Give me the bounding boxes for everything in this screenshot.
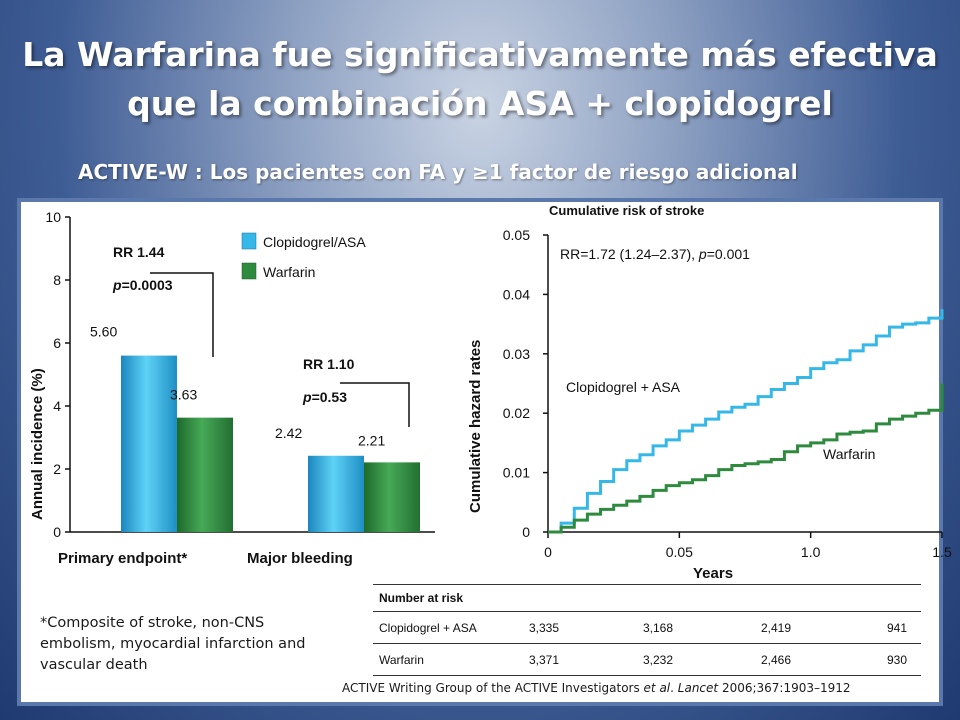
bar-y-tick-label: 4 xyxy=(53,398,61,414)
rr-annotation-primary: RR 1.44 xyxy=(113,244,165,260)
line-series xyxy=(548,309,944,534)
table-cell: 3,371 xyxy=(529,652,560,667)
legend-label-clopidogrel: Clopidogrel/ASA xyxy=(263,234,366,250)
rr-text: RR=1.72 (1.24–2.37), xyxy=(560,246,699,262)
bar-y-axis-label: Annual incidence (%) xyxy=(29,368,46,520)
table-title: Number at risk xyxy=(379,591,464,605)
slide-subtitle: ACTIVE-W : Los pacientes con FA y ≥1 fac… xyxy=(78,160,798,184)
line-y-axis-label: Cumulative hazard rates xyxy=(467,340,484,513)
series-line xyxy=(548,383,944,534)
title-line-2: que la combinación ASA + clopidogrel xyxy=(127,84,833,123)
footnote: *Composite of stroke, non-CNS embolism, … xyxy=(40,615,306,673)
table-header-row: Number at risk xyxy=(373,585,921,612)
table-row: Warfarin 3,371 3,232 2,466 930 xyxy=(373,644,921,676)
table-cell: 3,335 xyxy=(529,620,560,635)
citation-journal: Lancet xyxy=(677,681,719,695)
line-rr-annotation: RR=1.72 (1.24–2.37), p=0.001 xyxy=(560,246,750,262)
bracket-bleeding xyxy=(340,382,410,427)
legend-label-warfarin: Warfarin xyxy=(263,264,315,280)
slide-title: La Warfarina fue significativamente más … xyxy=(0,30,960,128)
table-cell: 2,419 xyxy=(761,620,792,635)
bar-y-tick-label: 0 xyxy=(53,524,61,540)
bar xyxy=(364,462,420,532)
line-label-clopidogrel: Clopidogrel + ASA xyxy=(566,379,681,395)
p-value: =0.001 xyxy=(707,246,750,262)
bar-value-label: 5.60 xyxy=(90,324,117,340)
title-line-1: La Warfarina fue significativamente más … xyxy=(22,35,938,74)
line-y-tick-label: 0.03 xyxy=(503,346,530,362)
line-y-tick-label: 0 xyxy=(522,524,530,540)
row-label: Warfarin xyxy=(379,652,424,667)
line-axes: 0 0.01 0.02 0.03 0.04 0.05 0 0.05 1.0 1.5 xyxy=(503,227,952,560)
bar-y-tick-label: 6 xyxy=(53,335,61,351)
line-label-warfarin: Warfarin xyxy=(823,446,875,462)
citation-suffix: 2006;367:1903–1912 xyxy=(718,681,851,695)
bar-category-label-bleeding: Major bleeding xyxy=(247,550,353,567)
table-cell: 3,232 xyxy=(643,652,674,667)
line-y-tick-label: 0.02 xyxy=(503,405,530,421)
legend-swatch-warfarin xyxy=(241,262,257,280)
p-italic: p xyxy=(302,389,312,405)
p-annotation-bleeding: p=0.53 xyxy=(302,389,347,405)
bar-y-tick-label: 10 xyxy=(45,209,61,225)
table-cell: 930 xyxy=(887,652,908,667)
line-chart: Cumulative risk of stroke 00.010.020.030… xyxy=(467,203,952,582)
bar-value-label: 2.42 xyxy=(275,425,302,441)
p-annotation-primary: p=0.0003 xyxy=(112,277,173,293)
p-italic: p xyxy=(112,277,122,293)
p-italic: p xyxy=(698,246,707,262)
citation-mid: . xyxy=(670,681,678,695)
line-chart-title: Cumulative risk of stroke xyxy=(549,203,704,218)
p-value: =0.53 xyxy=(312,389,348,405)
bar-bars: 5.60 3.63 2.42 2.21 xyxy=(90,324,420,532)
series-line xyxy=(548,309,944,534)
line-x-tick-label: 0.05 xyxy=(666,544,693,560)
bar-category-label-primary: Primary endpoint* xyxy=(58,550,187,567)
line-x-tick-label: 1.5 xyxy=(932,544,952,560)
line-y-tick-label: 0.04 xyxy=(503,286,530,302)
citation: ACTIVE Writing Group of the ACTIVE Inves… xyxy=(342,681,851,695)
table-cell: 2,466 xyxy=(761,652,792,667)
bar-y-tick-label: 8 xyxy=(53,272,61,288)
bar-y-tick-label: 2 xyxy=(53,461,61,477)
table-cell: 3,168 xyxy=(643,620,674,635)
table-cell: 941 xyxy=(887,620,908,635)
table-row: Clopidogrel + ASA 3,335 3,168 2,419 941 xyxy=(373,612,921,644)
bar xyxy=(121,355,177,532)
citation-etal: et al xyxy=(643,681,671,695)
row-label: Clopidogrel + ASA xyxy=(379,620,477,635)
bracket-primary xyxy=(150,272,214,357)
number-at-risk-table: Number at risk Clopidogrel + ASA 3,335 3… xyxy=(373,584,921,676)
line-x-axis-label: Years xyxy=(693,565,733,582)
line-x-tick-label: 1.0 xyxy=(801,544,821,560)
bar xyxy=(308,455,364,532)
line-y-tick-label: 0.01 xyxy=(503,465,530,481)
bar-value-label: 2.21 xyxy=(358,432,385,448)
bar-annotations: RR 1.44 p=0.0003 RR 1.10 p=0.53 xyxy=(112,244,410,427)
bar xyxy=(177,417,233,532)
bar-value-label: 3.63 xyxy=(170,387,197,403)
rr-annotation-bleeding: RR 1.10 xyxy=(303,356,355,372)
line-y-tick-label: 0.05 xyxy=(503,227,530,243)
citation-prefix: ACTIVE Writing Group of the ACTIVE Inves… xyxy=(342,681,644,695)
bar-legend: Clopidogrel/ASA Warfarin xyxy=(241,232,366,280)
legend-swatch-clopidogrel xyxy=(241,232,257,250)
line-x-tick-label: 0 xyxy=(544,544,552,560)
p-value: =0.0003 xyxy=(122,277,173,293)
